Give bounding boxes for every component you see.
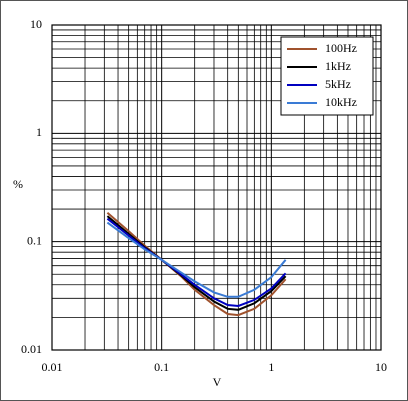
x-tick-label: 10 xyxy=(375,360,387,374)
legend-label: 10kHz xyxy=(325,95,357,109)
legend-label: 100Hz xyxy=(325,41,357,55)
series-line xyxy=(106,217,287,307)
y-axis-label: % xyxy=(13,177,23,191)
y-tick-label: 10 xyxy=(30,17,42,31)
x-tick-label: 0.01 xyxy=(42,360,63,374)
y-tick-label: 0.01 xyxy=(21,342,42,356)
x-axis-label: V xyxy=(213,375,222,389)
x-tick-label: 1 xyxy=(268,360,274,374)
legend-label: 1kHz xyxy=(325,59,351,73)
y-tick-label: 1 xyxy=(36,125,42,139)
series-line xyxy=(106,221,287,298)
plot-border xyxy=(51,24,382,351)
series-line xyxy=(106,211,287,317)
y-tick-label: 0.1 xyxy=(27,233,42,247)
legend-label: 5kHz xyxy=(325,77,351,91)
x-tick-label: 0.1 xyxy=(154,360,169,374)
